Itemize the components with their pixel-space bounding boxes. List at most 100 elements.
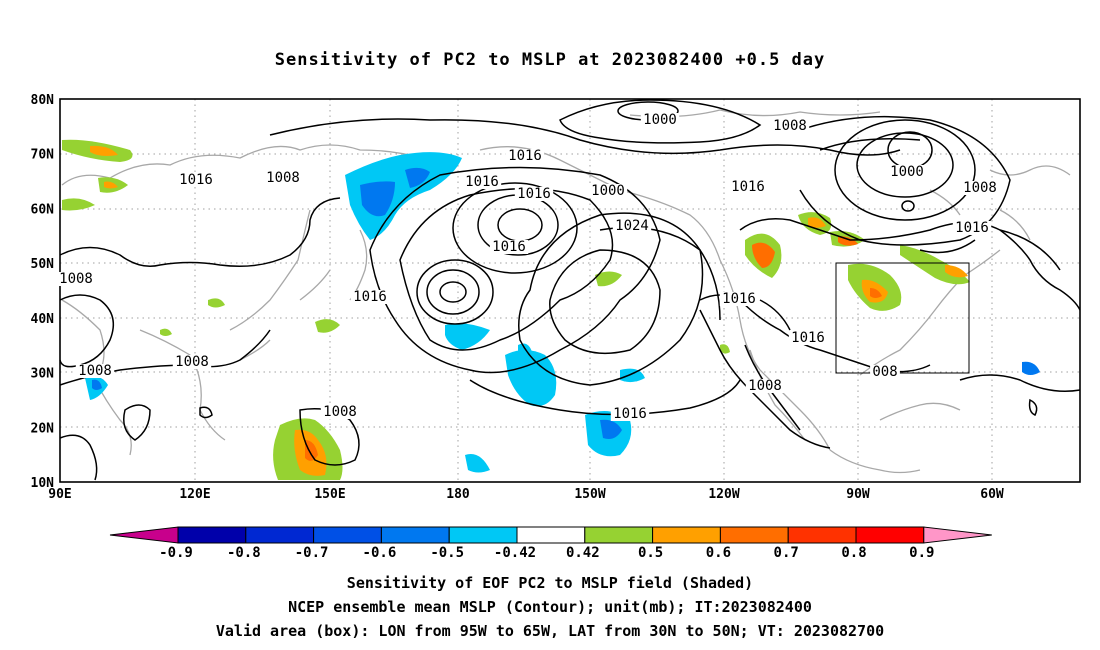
colorbar-label: 0.9	[909, 545, 934, 561]
colorbar-labels: -0.9 -0.8 -0.7 -0.6 -0.5 -0.42 0.42 0.5 0.6 0.7 0.…	[159, 545, 934, 561]
colorbar-segment	[719, 526, 789, 544]
contour-label-bg	[612, 219, 652, 233]
contour-label: 008	[872, 364, 897, 380]
contour-label-bg	[462, 175, 502, 189]
lon-label: 150W	[574, 487, 605, 502]
contour-label: 1000	[643, 112, 677, 128]
lat-label: 70N	[31, 148, 55, 163]
colorbar-segment	[516, 526, 586, 544]
lat-label: 10N	[31, 476, 55, 491]
contour-label-bg	[728, 180, 768, 194]
contour-label-bg	[176, 173, 216, 187]
colorbar	[109, 526, 992, 544]
colorbar-label: -0.5	[430, 545, 464, 561]
contour-label-bg	[960, 181, 1000, 195]
contour-label: 1016	[613, 406, 647, 422]
colorbar-segment	[313, 526, 382, 544]
colorbar-arrow-low	[109, 526, 179, 544]
contour-label: 1008	[773, 118, 807, 134]
contour-label-bg	[514, 187, 554, 201]
map-border	[59, 98, 1081, 483]
lat-label: 50N	[31, 257, 55, 272]
contour-label: 1000	[890, 164, 924, 180]
contour-label-bg	[75, 364, 115, 378]
sensitivity-shading	[62, 139, 1040, 480]
colorbar-label: 0.7	[774, 545, 799, 561]
contour-label: 1008	[78, 363, 112, 379]
contour-label-bg	[952, 221, 992, 235]
contour-label-bg	[610, 407, 650, 421]
contour-label: 1008	[323, 404, 357, 420]
contour-label-bg	[745, 379, 785, 393]
lon-label: 120E	[179, 487, 210, 502]
lon-label: 90E	[48, 487, 71, 502]
colorbar-segment	[380, 526, 450, 544]
colorbar-segment	[177, 526, 247, 544]
contour-label-bg	[489, 240, 529, 254]
map-title: Sensitivity of PC2 to MSLP at 2023082400…	[274, 50, 826, 70]
lat-label: 40N	[31, 312, 55, 327]
contour-label-bg	[887, 165, 927, 179]
lat-label: 30N	[31, 367, 55, 382]
contour-label: 1000	[591, 183, 625, 199]
contour-label-bg	[56, 272, 96, 286]
colorbar-segment	[245, 526, 315, 544]
valid-area-box	[835, 262, 970, 374]
colorbar-label: 0.5	[638, 545, 663, 561]
lat-label: 20N	[31, 421, 55, 436]
contour-label: 1024	[615, 218, 649, 234]
contour-label-bg	[788, 331, 828, 345]
contour-label: 1008	[175, 354, 209, 370]
caption-shaded: Sensitivity of EOF PC2 to MSLP field (Sh…	[346, 574, 754, 592]
contour-label: 1008	[748, 378, 782, 394]
contour-label-bg	[505, 149, 545, 163]
lon-label: 150E	[314, 487, 345, 502]
colorbar-label: 0.8	[841, 545, 866, 561]
contour-label: 1016	[955, 220, 989, 236]
contour-label: 1008	[963, 180, 997, 196]
lat-label: 80N	[31, 93, 55, 108]
contour-label: 1016	[492, 239, 526, 255]
colorbar-segment	[855, 526, 925, 544]
contour-label: 1016	[791, 330, 825, 346]
contour-label: 1016	[517, 186, 551, 202]
contour-label-bg	[320, 405, 360, 419]
colorbar-label: -0.8	[227, 545, 261, 561]
colorbar-segment	[584, 526, 654, 544]
colorbar-segment	[652, 526, 721, 544]
contour-label: 1008	[59, 271, 93, 287]
colorbar-segment	[787, 526, 857, 544]
contour-label-bg	[350, 290, 390, 304]
colorbar-label: -0.6	[363, 545, 397, 561]
contour-label: 1016	[179, 172, 213, 188]
contour-label-bg	[588, 184, 628, 198]
colorbar-arrow-high	[923, 526, 992, 544]
contour-label: 1016	[508, 148, 542, 164]
lon-label: 60W	[980, 487, 1004, 502]
lon-label: 120W	[708, 487, 739, 502]
colorbar-label: -0.42	[494, 545, 536, 561]
caption-valid-area: Valid area (box): LON from 95W to 65W, L…	[215, 622, 885, 640]
lon-label: 180	[446, 487, 470, 502]
colorbar-label: 0.6	[706, 545, 731, 561]
contour-label: 1008	[266, 170, 300, 186]
contour-label-bg	[263, 171, 303, 185]
contour-labels: 1000 1008 1016 1016 1008 1016 1016 1000 1016 1024…	[56, 112, 1000, 422]
map-area	[60, 99, 1080, 482]
colorbar-segment	[448, 526, 518, 544]
contour-label: 1016	[353, 289, 387, 305]
contour-label-bg	[870, 365, 900, 379]
colorbar-label: -0.9	[159, 545, 193, 561]
longitude-labels: 90E 120E 150E 180 150W 120W 90W 60W	[48, 487, 1004, 502]
latitude-labels: 80N 70N 60N 50N 40N 30N 20N 10N	[31, 93, 55, 491]
contour-label: 1016	[722, 291, 756, 307]
caption-contour: NCEP ensemble mean MSLP (Contour); unit(…	[288, 598, 812, 616]
contour-label: 1016	[731, 179, 765, 195]
colorbar-label: 0.42	[566, 545, 600, 561]
contour-label: 1016	[465, 174, 499, 190]
contour-label-bg	[640, 113, 680, 127]
colorbar-label: -0.7	[295, 545, 329, 561]
contour-label-bg	[770, 119, 810, 133]
contour-label-bg	[719, 292, 759, 306]
